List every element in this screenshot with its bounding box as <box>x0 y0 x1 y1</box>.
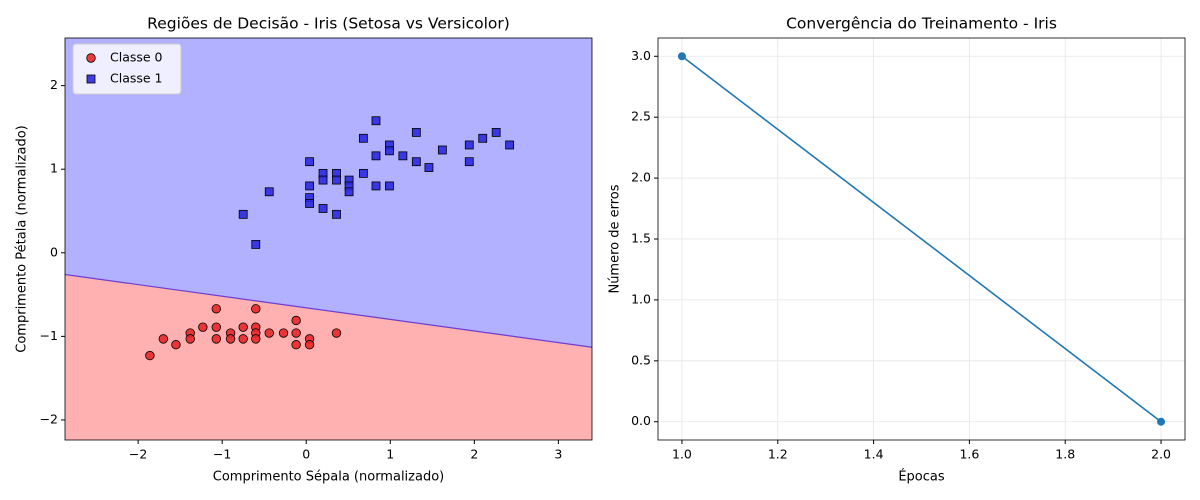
point <box>332 209 341 219</box>
x-tick-label: −1 <box>213 447 231 462</box>
y-axis-label: Número de erros <box>608 184 623 293</box>
point <box>304 340 315 350</box>
point <box>264 328 274 338</box>
point <box>505 140 515 150</box>
plot-area <box>65 38 592 440</box>
point <box>278 328 289 338</box>
point <box>318 204 328 213</box>
point <box>344 187 354 197</box>
point <box>251 240 261 249</box>
y-tick-label: 2.5 <box>631 109 651 124</box>
region-above <box>65 38 592 348</box>
point <box>185 334 195 344</box>
point <box>238 334 248 344</box>
point <box>437 145 447 155</box>
y-tick-label: 0.5 <box>631 352 651 367</box>
point <box>358 133 368 143</box>
line <box>681 55 1162 423</box>
x-tick-label: 1.4 <box>864 447 884 462</box>
legend-marker <box>86 74 96 84</box>
point <box>1157 417 1166 426</box>
x-tick-label: 2 <box>470 447 478 462</box>
point <box>491 128 501 137</box>
point <box>305 199 314 208</box>
x-axis-label: Épocas <box>898 469 945 485</box>
legend-marker <box>86 53 96 63</box>
point <box>251 334 261 344</box>
point <box>478 133 488 143</box>
point <box>331 328 342 338</box>
point <box>464 157 474 167</box>
y-tick-label: 2.0 <box>631 170 651 185</box>
point <box>264 187 274 197</box>
point <box>318 175 328 185</box>
x-tick-label: 1.8 <box>1055 447 1075 462</box>
legend: Classe 0 Classe 1 <box>72 43 182 95</box>
point <box>385 146 394 156</box>
point <box>238 322 248 332</box>
chart-title: Convergência do Treinamento - Iris <box>786 15 1057 33</box>
point <box>291 315 301 326</box>
point <box>251 304 261 314</box>
point <box>238 209 248 219</box>
point <box>424 163 434 172</box>
point <box>291 340 301 350</box>
y-tick-label: 2 <box>50 77 58 92</box>
point <box>398 151 408 161</box>
point <box>305 181 314 191</box>
point <box>211 334 221 344</box>
point <box>464 140 474 150</box>
point <box>371 181 381 191</box>
decision-boundary <box>65 273 592 348</box>
y-tick-label: −2 <box>40 411 58 426</box>
x-tick-label: 1.0 <box>672 447 692 462</box>
point <box>385 181 394 191</box>
x-tick-label: 1.6 <box>959 447 979 462</box>
y-tick-label: 3.0 <box>631 48 651 63</box>
axes-frame <box>657 37 1186 441</box>
legend-label: Classe 1 <box>110 71 163 86</box>
point <box>158 334 169 344</box>
legend-box <box>72 43 182 95</box>
region-below <box>65 274 592 440</box>
point <box>211 322 221 332</box>
point <box>371 151 381 161</box>
y-tick-label: 1.0 <box>631 291 651 306</box>
point <box>358 168 368 178</box>
x-tick-label: 3 <box>554 447 562 462</box>
point <box>332 175 341 185</box>
point <box>291 328 301 338</box>
point <box>171 340 181 350</box>
point <box>211 304 221 314</box>
y-tick-label: 0 <box>50 244 58 259</box>
point <box>305 157 314 167</box>
x-tick-label: 1.2 <box>768 447 788 462</box>
axes-frame <box>64 37 593 441</box>
x-tick-label: 2.0 <box>1151 447 1171 462</box>
point <box>677 52 686 61</box>
chart-title: Regiões de Decisão - Iris (Setosa vs Ver… <box>147 15 510 33</box>
x-tick-label: 1 <box>386 447 394 462</box>
point <box>225 334 236 344</box>
y-tick-label: −1 <box>40 328 58 343</box>
point <box>145 350 155 361</box>
x-tick-label: −2 <box>129 447 147 462</box>
plot-area <box>658 38 1185 440</box>
y-tick-label: 1 <box>50 161 58 176</box>
x-axis-label: Comprimento Sépala (normalizado) <box>213 470 444 485</box>
y-tick-label: 0.0 <box>631 413 651 428</box>
y-tick-label: 1.5 <box>631 231 651 246</box>
point <box>371 116 381 126</box>
point <box>411 128 421 137</box>
point <box>198 322 208 332</box>
point <box>411 157 421 167</box>
y-axis-label: Comprimento Pétala (normalizado) <box>15 125 30 352</box>
x-tick-label: 0 <box>302 447 310 462</box>
legend-label: Classe 0 <box>110 50 163 65</box>
